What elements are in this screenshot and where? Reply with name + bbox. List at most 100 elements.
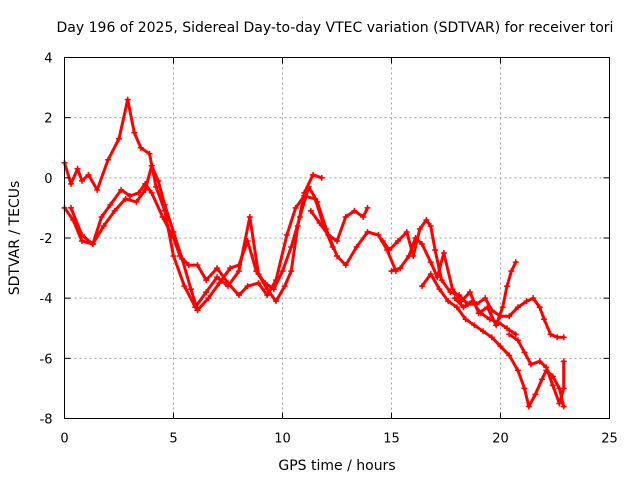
data-point [538,376,545,383]
data-point [416,225,423,232]
data-point [161,201,168,208]
data-point [159,213,166,220]
data-point [451,295,458,302]
data-point [68,204,75,211]
data-point [521,385,528,392]
data-point [395,238,402,245]
y-tick-label: 2 [44,112,52,127]
data-point [170,228,177,235]
data-point [89,241,96,248]
data-point [131,129,138,136]
data-point [506,352,513,359]
data-point [203,277,210,284]
data-point [432,247,439,254]
series-track-8 [506,331,567,407]
data-point [272,298,279,305]
data-point [264,292,271,299]
data-point [153,183,160,190]
data-point [181,283,188,290]
data-point [449,286,456,293]
data-point [235,268,242,275]
data-point [504,325,511,332]
data-point [74,165,81,172]
series-line [309,206,369,243]
y-tick-label: -4 [40,292,53,307]
data-point [288,244,295,251]
data-point [253,268,260,275]
data-point [187,286,194,293]
data-point [427,222,434,229]
data-point [105,156,112,163]
data-point [205,295,212,302]
data-point [334,238,340,245]
data-point [480,328,487,335]
series-line [453,296,518,336]
data-point [423,216,430,223]
series-line [420,272,566,408]
data-point [100,222,107,229]
series-track-7 [419,271,567,410]
y-axis-title: SDTVAR / TECUs [7,181,23,296]
data-point [360,213,367,220]
data-point [225,280,231,287]
data-point [523,298,530,305]
data-point [427,271,434,278]
data-point [456,292,463,299]
data-point [310,171,317,178]
data-point [525,403,532,410]
data-point [541,316,548,323]
x-tick-label: 10 [274,432,291,447]
data-point [288,268,295,275]
data-point [497,313,504,320]
data-point [504,283,511,290]
data-point [281,283,288,290]
series-line [63,182,335,297]
data-point [216,280,223,287]
data-point [316,219,323,226]
y-tick-label: -8 [40,413,53,428]
data-point [111,207,118,214]
data-point [508,268,515,275]
data-point [506,313,513,320]
data-point [560,385,567,392]
data-point [78,231,85,238]
data-point [386,247,393,254]
data-point [427,259,434,266]
data-point [493,322,500,329]
data-point [305,183,312,190]
x-tick-label: 5 [169,432,177,447]
series-track-3 [68,162,399,314]
series-line [507,332,566,405]
data-point [124,96,131,103]
data-point [410,253,417,260]
data-point [255,280,262,287]
data-point [512,259,519,266]
data-point [560,334,567,341]
data-point [292,204,299,211]
data-point [342,262,349,269]
data-point [342,213,349,220]
data-point [471,322,478,329]
data-point [506,331,513,338]
data-point [246,213,253,220]
data-point [214,265,221,272]
x-axis-title: GPS time / hours [278,458,395,474]
data-point [314,198,321,205]
data-point [379,238,386,245]
data-series [61,96,567,410]
data-point [560,403,567,410]
data-point [244,238,251,245]
data-point [351,207,358,214]
data-point [307,207,314,214]
y-tick-label: -2 [40,232,53,247]
data-point [235,292,242,299]
data-point [133,198,140,205]
data-point [486,316,493,323]
data-point [262,280,269,287]
data-point [514,337,521,344]
data-point [488,307,495,314]
data-point [122,195,129,202]
data-point [116,135,122,142]
data-point [325,231,332,238]
